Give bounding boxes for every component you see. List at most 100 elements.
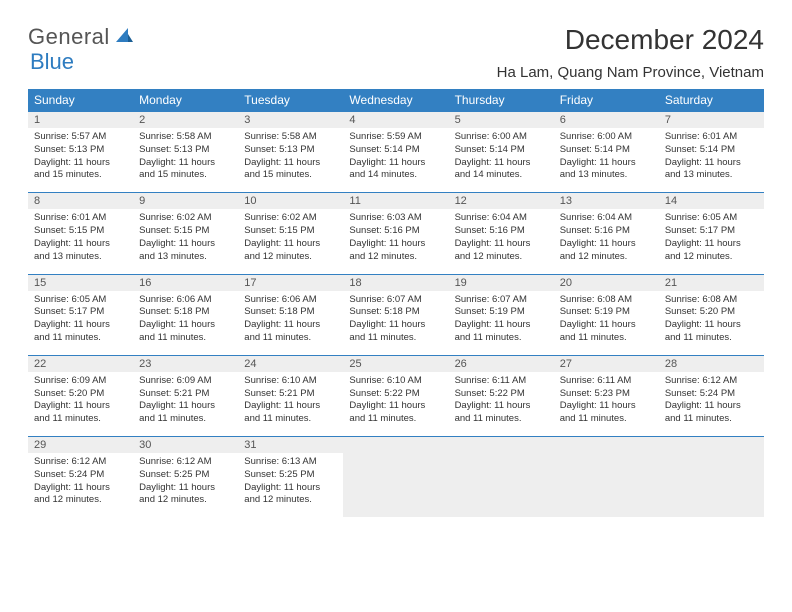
sunrise-text: Sunrise: 6:08 AM — [560, 294, 653, 307]
sunrise-text: Sunrise: 6:04 AM — [455, 212, 548, 225]
day-number-cell: 30 — [133, 437, 238, 454]
day-content-cell: Sunrise: 6:02 AMSunset: 5:15 PMDaylight:… — [133, 209, 238, 274]
sunset-text: Sunset: 5:15 PM — [139, 225, 232, 238]
daylight-text-2: and 11 minutes. — [560, 413, 653, 426]
day-number-cell: 6 — [554, 112, 659, 129]
day-content-cell — [343, 453, 448, 517]
day-content-row: Sunrise: 6:09 AMSunset: 5:20 PMDaylight:… — [28, 372, 764, 437]
day-content-cell: Sunrise: 6:10 AMSunset: 5:22 PMDaylight:… — [343, 372, 448, 437]
weekday-header-row: Sunday Monday Tuesday Wednesday Thursday… — [28, 89, 764, 112]
calendar-table: Sunday Monday Tuesday Wednesday Thursday… — [28, 89, 764, 517]
sunrise-text: Sunrise: 6:10 AM — [349, 375, 442, 388]
day-content-cell: Sunrise: 6:02 AMSunset: 5:15 PMDaylight:… — [238, 209, 343, 274]
daylight-text-2: and 15 minutes. — [34, 169, 127, 182]
day-number-cell: 2 — [133, 112, 238, 129]
daylight-text-2: and 11 minutes. — [349, 332, 442, 345]
daylight-text: Daylight: 11 hours — [349, 319, 442, 332]
day-content-cell: Sunrise: 6:03 AMSunset: 5:16 PMDaylight:… — [343, 209, 448, 274]
sunset-text: Sunset: 5:17 PM — [34, 306, 127, 319]
brand-part2: Blue — [30, 49, 74, 74]
daylight-text: Daylight: 11 hours — [139, 482, 232, 495]
daylight-text: Daylight: 11 hours — [34, 157, 127, 170]
sunset-text: Sunset: 5:13 PM — [34, 144, 127, 157]
sunrise-text: Sunrise: 6:04 AM — [560, 212, 653, 225]
sunrise-text: Sunrise: 6:02 AM — [139, 212, 232, 225]
day-number-cell: 8 — [28, 193, 133, 210]
sunset-text: Sunset: 5:14 PM — [560, 144, 653, 157]
title-block: December 2024 Ha Lam, Quang Nam Province… — [497, 24, 764, 85]
weekday-header: Tuesday — [238, 89, 343, 112]
day-number-cell — [659, 437, 764, 454]
day-number-cell: 7 — [659, 112, 764, 129]
daylight-text: Daylight: 11 hours — [139, 400, 232, 413]
day-number-cell: 31 — [238, 437, 343, 454]
day-content-cell: Sunrise: 6:12 AMSunset: 5:24 PMDaylight:… — [659, 372, 764, 437]
sunset-text: Sunset: 5:19 PM — [560, 306, 653, 319]
day-number-cell — [554, 437, 659, 454]
sunset-text: Sunset: 5:23 PM — [560, 388, 653, 401]
sunrise-text: Sunrise: 6:11 AM — [560, 375, 653, 388]
sunrise-text: Sunrise: 6:01 AM — [665, 131, 758, 144]
daylight-text: Daylight: 11 hours — [665, 319, 758, 332]
daylight-text: Daylight: 11 hours — [244, 400, 337, 413]
day-content-cell: Sunrise: 6:11 AMSunset: 5:23 PMDaylight:… — [554, 372, 659, 437]
daylight-text-2: and 11 minutes. — [34, 332, 127, 345]
day-number-row: 891011121314 — [28, 193, 764, 210]
sunset-text: Sunset: 5:13 PM — [244, 144, 337, 157]
day-content-cell — [449, 453, 554, 517]
day-number-cell: 21 — [659, 274, 764, 291]
daylight-text: Daylight: 11 hours — [349, 400, 442, 413]
daylight-text: Daylight: 11 hours — [244, 482, 337, 495]
day-content-cell: Sunrise: 6:13 AMSunset: 5:25 PMDaylight:… — [238, 453, 343, 517]
daylight-text-2: and 12 minutes. — [560, 251, 653, 264]
day-number-cell: 29 — [28, 437, 133, 454]
daylight-text: Daylight: 11 hours — [139, 157, 232, 170]
daylight-text-2: and 13 minutes. — [34, 251, 127, 264]
day-number-cell: 24 — [238, 355, 343, 372]
sunrise-text: Sunrise: 6:13 AM — [244, 456, 337, 469]
day-number-row: 22232425262728 — [28, 355, 764, 372]
daylight-text: Daylight: 11 hours — [665, 157, 758, 170]
sunset-text: Sunset: 5:16 PM — [349, 225, 442, 238]
day-number-row: 15161718192021 — [28, 274, 764, 291]
sunrise-text: Sunrise: 6:00 AM — [455, 131, 548, 144]
sunrise-text: Sunrise: 6:06 AM — [139, 294, 232, 307]
weekday-header: Thursday — [449, 89, 554, 112]
daylight-text: Daylight: 11 hours — [455, 319, 548, 332]
weekday-header: Sunday — [28, 89, 133, 112]
day-content-cell: Sunrise: 5:59 AMSunset: 5:14 PMDaylight:… — [343, 128, 448, 193]
daylight-text-2: and 13 minutes. — [139, 251, 232, 264]
sunset-text: Sunset: 5:24 PM — [665, 388, 758, 401]
sunset-text: Sunset: 5:17 PM — [665, 225, 758, 238]
day-content-cell: Sunrise: 5:58 AMSunset: 5:13 PMDaylight:… — [238, 128, 343, 193]
daylight-text-2: and 12 minutes. — [665, 251, 758, 264]
day-content-cell: Sunrise: 5:58 AMSunset: 5:13 PMDaylight:… — [133, 128, 238, 193]
sunrise-text: Sunrise: 6:05 AM — [34, 294, 127, 307]
day-content-cell: Sunrise: 6:00 AMSunset: 5:14 PMDaylight:… — [449, 128, 554, 193]
sunset-text: Sunset: 5:21 PM — [139, 388, 232, 401]
day-number-cell: 28 — [659, 355, 764, 372]
daylight-text: Daylight: 11 hours — [349, 238, 442, 251]
sunrise-text: Sunrise: 6:12 AM — [34, 456, 127, 469]
daylight-text: Daylight: 11 hours — [455, 157, 548, 170]
sunset-text: Sunset: 5:24 PM — [34, 469, 127, 482]
day-number-cell: 1 — [28, 112, 133, 129]
sunset-text: Sunset: 5:18 PM — [139, 306, 232, 319]
sunset-text: Sunset: 5:18 PM — [244, 306, 337, 319]
sunrise-text: Sunrise: 6:03 AM — [349, 212, 442, 225]
sunset-text: Sunset: 5:25 PM — [244, 469, 337, 482]
daylight-text: Daylight: 11 hours — [665, 400, 758, 413]
sail-icon — [114, 24, 134, 50]
day-number-cell: 15 — [28, 274, 133, 291]
day-number-cell: 10 — [238, 193, 343, 210]
sunset-text: Sunset: 5:19 PM — [455, 306, 548, 319]
sunrise-text: Sunrise: 6:10 AM — [244, 375, 337, 388]
day-number-cell: 5 — [449, 112, 554, 129]
day-number-cell: 18 — [343, 274, 448, 291]
weekday-header: Wednesday — [343, 89, 448, 112]
sunrise-text: Sunrise: 6:02 AM — [244, 212, 337, 225]
daylight-text-2: and 11 minutes. — [455, 413, 548, 426]
daylight-text-2: and 11 minutes. — [665, 332, 758, 345]
sunrise-text: Sunrise: 5:59 AM — [349, 131, 442, 144]
daylight-text: Daylight: 11 hours — [244, 319, 337, 332]
